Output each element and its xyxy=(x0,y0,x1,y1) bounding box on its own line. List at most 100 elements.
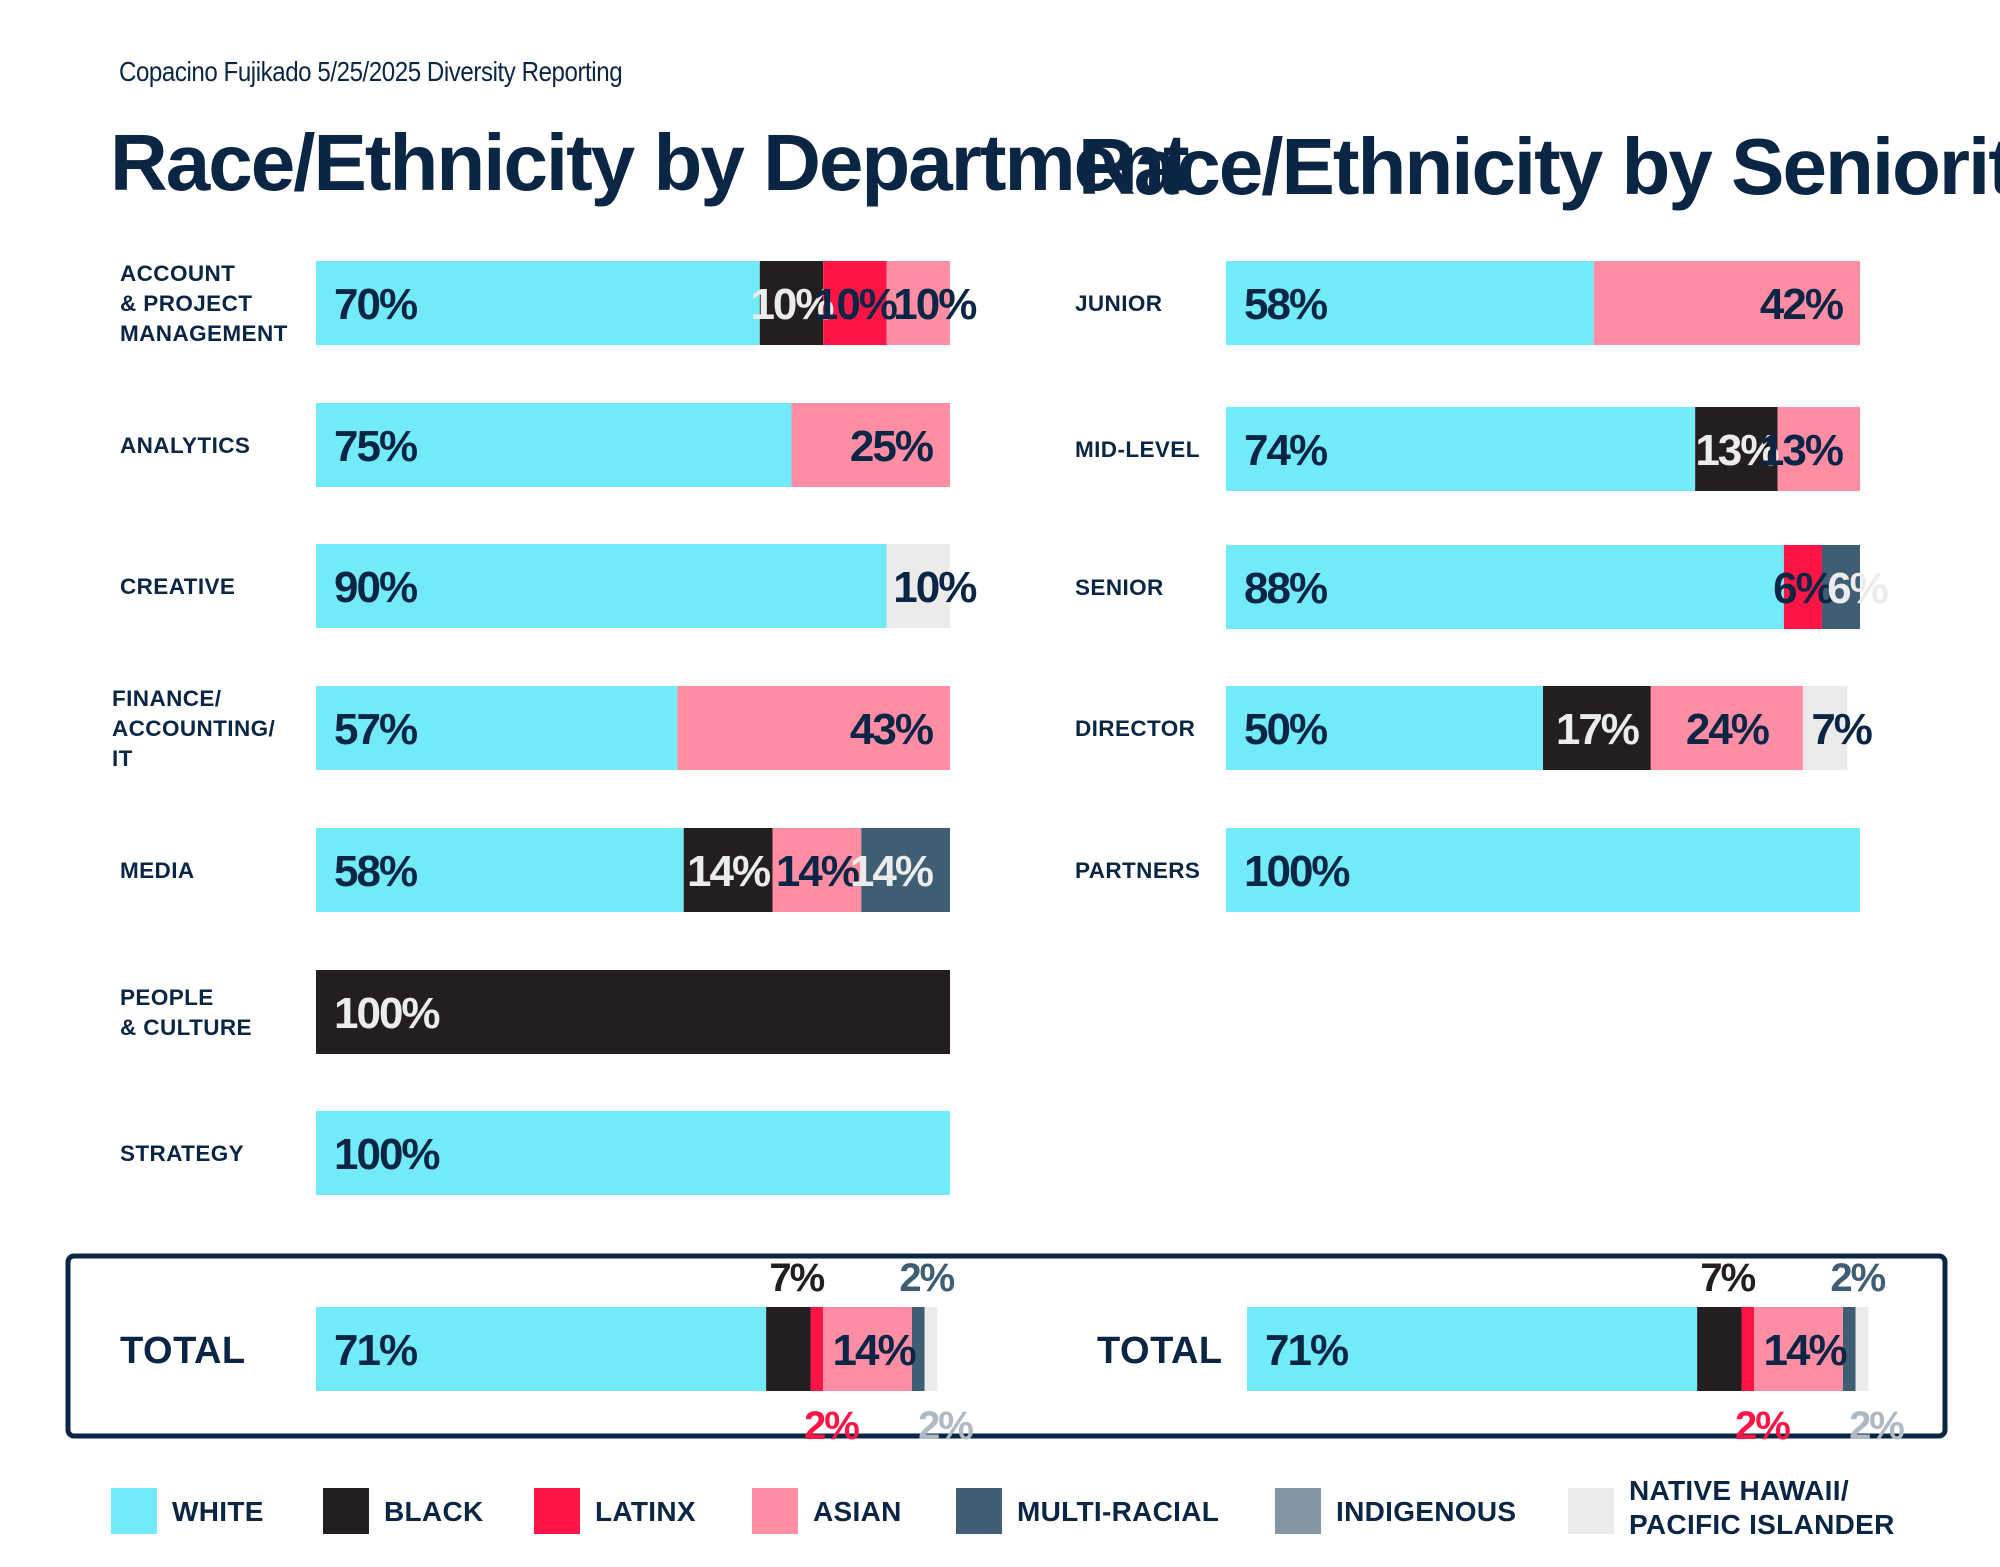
category-label-mid-level: MID-LEVEL xyxy=(1075,437,1200,462)
bar-people-culture-black xyxy=(316,970,950,1054)
bar-finance-accounting-it-white xyxy=(316,686,678,770)
value-label-junior-white: 58% xyxy=(1244,280,1327,329)
total-bar-1-white xyxy=(316,1307,767,1391)
total-value-2-white: 71% xyxy=(1265,1326,1348,1375)
legend-swatch-indigenous xyxy=(1275,1488,1321,1534)
bar-director-white xyxy=(1226,686,1543,770)
bar-mid-level-black xyxy=(1695,407,1778,491)
category-label-junior: JUNIOR xyxy=(1075,291,1162,316)
value-label-senior-multi: 6% xyxy=(1827,564,1887,613)
value-label-media-white: 58% xyxy=(334,847,417,896)
totals-frame xyxy=(65,1253,1948,1439)
total-value-1-asian: 14% xyxy=(833,1326,916,1375)
value-label-analytics-white: 75% xyxy=(334,422,417,471)
total-label-1: TOTAL xyxy=(120,1330,246,1372)
value-label-account-project-management-latinx: 10% xyxy=(814,280,897,329)
category-label-director: DIRECTOR xyxy=(1075,716,1195,741)
bar-director-native_hawaii xyxy=(1802,686,1848,770)
bar-mid-level-white xyxy=(1226,407,1696,491)
bar-creative-native_hawaii xyxy=(886,544,950,628)
total-label-2: TOTAL xyxy=(1097,1330,1223,1372)
legend-swatch-white xyxy=(111,1488,157,1534)
legend-label-indigenous: INDIGENOUS xyxy=(1336,1496,1516,1527)
bar-media-black xyxy=(683,828,773,912)
total-bar-1-latinx xyxy=(810,1307,824,1391)
value-label-media-asian: 14% xyxy=(776,847,859,896)
bar-mid-level-asian xyxy=(1777,407,1860,491)
value-label-finance-accounting-it-white: 57% xyxy=(334,705,417,754)
bar-analytics-white xyxy=(316,403,792,487)
total-bar-2-multi xyxy=(1842,1307,1856,1391)
value-label-account-project-management-asian: 10% xyxy=(893,280,976,329)
bar-senior-white xyxy=(1226,545,1784,629)
bar-creative-white xyxy=(316,544,887,628)
total-value-2-native_hawaii: 2% xyxy=(1849,1404,1904,1448)
category-label-senior: SENIOR xyxy=(1075,575,1164,600)
category-label-people-culture: PEOPLE & CULTURE xyxy=(120,985,252,1040)
value-label-senior-latinx: 6% xyxy=(1773,564,1833,613)
value-label-partners-white: 100% xyxy=(1244,847,1349,896)
total-value-1-latinx: 2% xyxy=(804,1404,859,1448)
total-value-1-black: 7% xyxy=(769,1256,824,1300)
bar-finance-accounting-it-asian xyxy=(677,686,950,770)
category-label-finance-accounting-it: FINANCE/ACCOUNTING/IT xyxy=(112,686,275,771)
legend-swatch-multi xyxy=(956,1488,1002,1534)
legend-label-black: BLACK xyxy=(384,1496,484,1527)
bar-junior-white xyxy=(1226,261,1594,345)
bar-junior-asian xyxy=(1593,261,1860,345)
value-label-media-multi: 14% xyxy=(850,847,933,896)
value-label-finance-accounting-it-asian: 43% xyxy=(850,705,933,754)
category-label-analytics: ANALYTICS xyxy=(120,433,250,458)
value-label-strategy-white: 100% xyxy=(334,1130,439,1179)
total-value-2-latinx: 2% xyxy=(1735,1404,1790,1448)
total-value-1-white: 71% xyxy=(334,1326,417,1375)
category-label-strategy: STRATEGY xyxy=(120,1141,244,1166)
page-header: Copacino Fujikado 5/25/2025 Diversity Re… xyxy=(119,56,623,87)
total-value-1-native_hawaii: 2% xyxy=(918,1404,973,1448)
value-label-director-native_hawaii: 7% xyxy=(1811,705,1871,754)
category-label-media: MEDIA xyxy=(120,858,195,883)
value-label-mid-level-black: 13% xyxy=(1695,426,1778,475)
value-label-director-asian: 24% xyxy=(1686,705,1769,754)
legend-label-native_hawaii: NATIVE HAWAII/PACIFIC ISLANDER xyxy=(1629,1475,1895,1540)
total-value-1-multi: 2% xyxy=(899,1256,954,1300)
total-value-2-multi: 2% xyxy=(1830,1256,1885,1300)
value-label-account-project-management-white: 70% xyxy=(334,280,417,329)
value-label-people-culture-black: 100% xyxy=(334,989,439,1038)
legend-label-latinx: LATINX xyxy=(595,1496,696,1527)
legend-swatch-black xyxy=(323,1488,369,1534)
total-bar-2-black xyxy=(1697,1307,1742,1391)
bar-analytics-asian xyxy=(791,403,950,487)
total-bar-1-multi xyxy=(911,1307,925,1391)
bar-media-asian xyxy=(772,828,862,912)
bar-strategy-white xyxy=(316,1111,950,1195)
bar-partners-white xyxy=(1226,828,1860,912)
value-label-analytics-asian: 25% xyxy=(850,422,933,471)
bar-account-project-management-black xyxy=(759,261,824,345)
value-label-director-white: 50% xyxy=(1244,705,1327,754)
bar-senior-latinx xyxy=(1783,545,1822,629)
total-bar-2-asian xyxy=(1754,1307,1843,1391)
value-label-creative-native_hawaii: 10% xyxy=(893,563,976,612)
chart-title-2: Race/Ethnicity by Seniority xyxy=(1078,122,2000,211)
bar-director-asian xyxy=(1650,686,1803,770)
value-label-creative-white: 90% xyxy=(334,563,417,612)
bar-media-white xyxy=(316,828,684,912)
chart-title-1: Race/Ethnicity by Department xyxy=(110,118,1189,207)
legend-label-white: WHITE xyxy=(172,1496,264,1527)
total-bar-1-asian xyxy=(823,1307,912,1391)
bar-account-project-management-asian xyxy=(886,261,950,345)
bar-director-black xyxy=(1543,686,1651,770)
total-bar-2-latinx xyxy=(1741,1307,1755,1391)
legend-swatch-native_hawaii xyxy=(1568,1488,1614,1534)
legend-label-asian: ASIAN xyxy=(813,1496,902,1527)
value-label-senior-white: 88% xyxy=(1244,564,1327,613)
total-bar-2-native_hawaii xyxy=(1855,1307,1869,1391)
legend-label-multi: MULTI-RACIAL xyxy=(1017,1496,1219,1527)
bar-account-project-management-white xyxy=(316,261,760,345)
category-label-creative: CREATIVE xyxy=(120,574,235,599)
total-value-2-black: 7% xyxy=(1700,1256,1755,1300)
category-label-partners: PARTNERS xyxy=(1075,858,1200,883)
value-label-mid-level-white: 74% xyxy=(1244,426,1327,475)
